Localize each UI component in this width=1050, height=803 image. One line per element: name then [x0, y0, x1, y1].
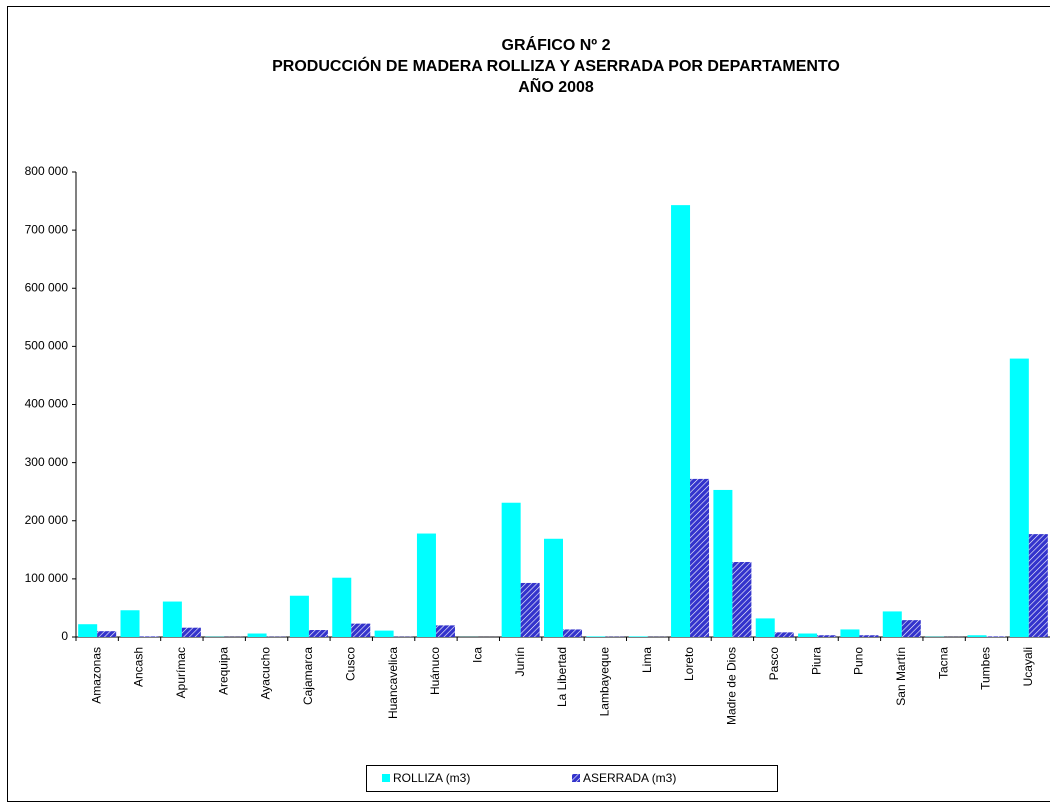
x-tick-label: Cajamarca — [301, 647, 315, 705]
bar — [374, 630, 394, 637]
bar — [586, 636, 606, 637]
bar — [289, 595, 309, 637]
legend-label: ROLLIZA (m3) — [393, 771, 470, 785]
x-tick-label: Ancash — [132, 647, 146, 687]
bar — [671, 205, 691, 637]
x-tick-label: Pasco — [767, 647, 781, 681]
bar — [1009, 358, 1029, 637]
x-tick-label: Junín — [513, 647, 527, 676]
y-tick-label: 800 000 — [25, 164, 69, 178]
bar — [713, 489, 733, 637]
y-tick-label: 200 000 — [25, 513, 69, 527]
x-tick-label: Tacna — [936, 647, 950, 679]
bar — [732, 562, 752, 637]
bar — [986, 636, 1006, 637]
x-tick-label: Apurímac — [174, 647, 188, 698]
bar — [78, 624, 98, 637]
x-tick-label: Madre de Dios — [725, 647, 739, 725]
chart-title: AÑO 2008 — [518, 76, 594, 96]
bar — [628, 636, 648, 637]
bar — [544, 538, 563, 637]
bar — [520, 582, 540, 637]
x-tick-label: Arequipa — [216, 647, 230, 695]
y-tick-label: 500 000 — [25, 339, 69, 353]
bar — [247, 633, 267, 637]
bar — [97, 631, 117, 637]
bar — [332, 577, 352, 637]
y-tick-label: 0 — [61, 629, 68, 643]
y-tick-label: 300 000 — [25, 455, 69, 469]
bar — [139, 636, 159, 637]
x-tick-label: Puno — [852, 647, 866, 675]
bar — [501, 502, 521, 637]
x-tick-label: Ucayali — [1021, 647, 1035, 686]
x-tick-label: Lambayeque — [598, 647, 612, 717]
bar — [162, 601, 182, 637]
bar — [435, 625, 455, 637]
legend-label: ASERRADA (m3) — [583, 771, 676, 785]
bar — [774, 632, 794, 637]
bar — [1028, 534, 1048, 637]
x-tick-label: Amazonas — [89, 647, 103, 704]
x-tick-label: San Martín — [894, 647, 908, 706]
legend-swatch — [382, 774, 390, 782]
y-tick-label: 100 000 — [25, 571, 69, 585]
bar — [120, 610, 140, 637]
bar — [901, 620, 921, 637]
x-tick-label: Huánuco — [428, 647, 442, 695]
x-tick-label: Ica — [470, 647, 484, 663]
chart-frame — [7, 6, 1050, 802]
y-tick-label: 700 000 — [25, 222, 69, 236]
chart-title: PRODUCCIÓN DE MADERA ROLLIZA Y ASERRADA … — [272, 56, 840, 75]
x-tick-label: Huancavelica — [386, 647, 400, 719]
bar — [798, 633, 818, 637]
x-tick-label: Ayacucho — [259, 647, 273, 700]
x-tick-label: Piura — [809, 647, 823, 675]
x-tick-label: Tumbes — [979, 647, 993, 690]
x-tick-label: La Libertad — [555, 647, 569, 707]
bar — [563, 629, 582, 637]
bar — [308, 630, 328, 637]
chart-title: GRÁFICO Nº 2 — [502, 35, 611, 54]
y-tick-label: 600 000 — [25, 280, 69, 294]
bar — [882, 611, 902, 637]
bar — [351, 623, 371, 637]
x-tick-label: Cusco — [343, 647, 357, 681]
legend-swatch — [572, 774, 580, 782]
x-tick-label: Lima — [640, 647, 654, 673]
bar — [181, 627, 201, 637]
bar — [859, 635, 879, 637]
bar — [967, 635, 987, 637]
bar — [416, 533, 436, 637]
x-tick-label: Loreto — [682, 647, 696, 681]
bar — [840, 629, 860, 637]
bar — [755, 618, 775, 637]
bar — [817, 635, 837, 637]
bar — [690, 478, 710, 637]
y-tick-label: 400 000 — [25, 397, 69, 411]
